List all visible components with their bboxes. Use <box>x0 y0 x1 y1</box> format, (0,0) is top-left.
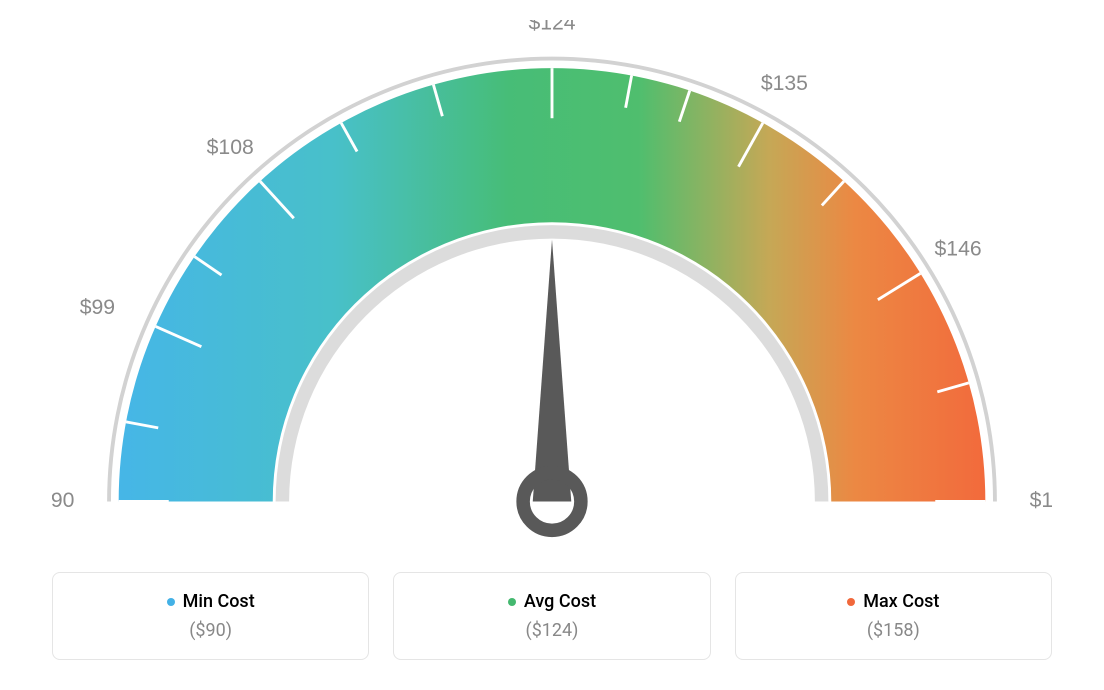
legend-avg-value: ($124) <box>412 620 691 641</box>
cost-gauge: $90 $99 $108 $124 $135 $146 $158 <box>52 20 1052 540</box>
legend-avg-label: Avg Cost <box>508 591 596 612</box>
legend-min-value: ($90) <box>71 620 350 641</box>
legend-max-card: Max Cost ($158) <box>735 572 1052 661</box>
gauge-needle <box>533 240 572 502</box>
legend-max-label: Max Cost <box>847 591 939 612</box>
gauge-tick-label: $135 <box>761 72 808 95</box>
gauge-svg: $90 $99 $108 $124 $135 $146 $158 <box>52 20 1052 540</box>
legend-max-value: ($158) <box>754 620 1033 641</box>
gauge-tick-label: $146 <box>935 238 982 261</box>
legend-avg-card: Avg Cost ($124) <box>393 572 710 661</box>
legend: Min Cost ($90) Avg Cost ($124) Max Cost … <box>52 572 1052 661</box>
gauge-tick-label: $124 <box>528 20 575 34</box>
legend-min-label: Min Cost <box>167 591 255 612</box>
gauge-tick-label: $90 <box>52 489 74 512</box>
gauge-tick-label: $99 <box>80 296 115 319</box>
gauge-tick-label: $158 <box>1030 489 1052 512</box>
legend-min-card: Min Cost ($90) <box>52 572 369 661</box>
gauge-tick-label: $108 <box>207 136 254 159</box>
